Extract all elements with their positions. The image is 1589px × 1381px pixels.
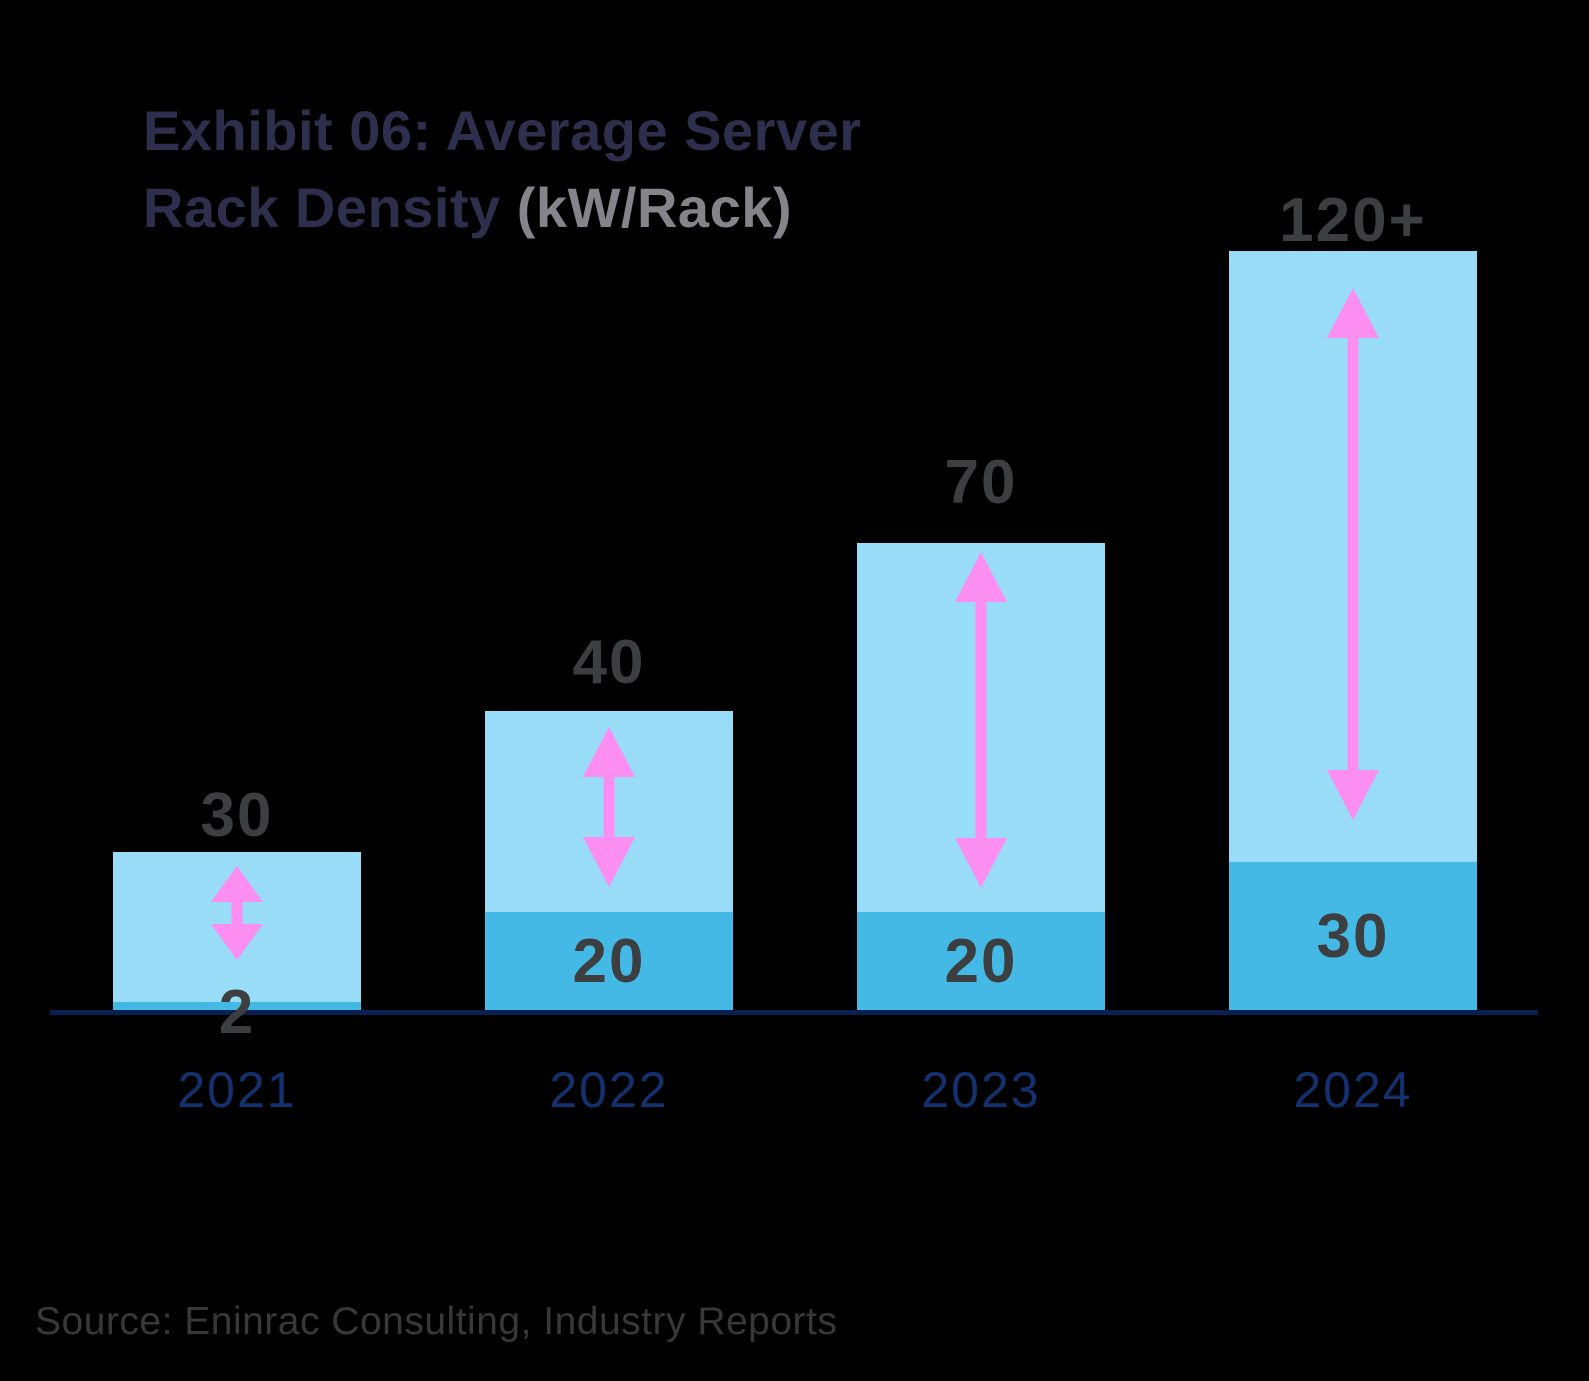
- chart-title-line1: Exhibit 06: Average Server: [143, 99, 862, 162]
- source-note: Source: Eninrac Consulting, Industry Rep…: [35, 1300, 838, 1343]
- bar-base-label-2024: 30: [1316, 901, 1390, 971]
- bar-segment-growth-2021: [113, 852, 361, 1002]
- x-axis-label-2023: 2023: [921, 1062, 1041, 1118]
- bar-base-label-2021: 2: [218, 978, 256, 1047]
- chart-title-line2: Rack Density: [143, 176, 517, 239]
- bar-segment-base-2023: 20: [857, 912, 1105, 1010]
- chart-title: Exhibit 06: Average Server Rack Density …: [143, 92, 862, 246]
- bar-segment-base-2022: 20: [485, 912, 733, 1010]
- bar-total-label-2023: 70: [944, 448, 1018, 517]
- bar-total-label-2022: 40: [572, 628, 646, 697]
- double-arrow-icon: [211, 866, 263, 960]
- bar-segment-growth-2023: [857, 543, 1105, 912]
- double-arrow-icon: [1327, 288, 1379, 820]
- chart-title-unit: (kW/Rack): [516, 176, 793, 239]
- x-axis-label-2024: 2024: [1293, 1062, 1413, 1118]
- bar-total-label-2024: 120+: [1279, 186, 1427, 255]
- x-axis-label-2022: 2022: [549, 1062, 669, 1118]
- double-arrow-icon: [955, 552, 1007, 888]
- bar-base-label-2023: 20: [944, 926, 1018, 996]
- x-axis-label-2021: 2021: [177, 1062, 297, 1118]
- bar-segment-base-2024: 30: [1229, 862, 1477, 1010]
- bar-total-label-2021: 30: [200, 781, 274, 850]
- bar-base-label-2022: 20: [572, 926, 646, 996]
- x-axis-line: [50, 1010, 1538, 1015]
- bar-segment-growth-2024: [1229, 251, 1477, 862]
- double-arrow-icon: [583, 727, 635, 887]
- bar-segment-base-2021: [113, 1002, 361, 1010]
- bar-segment-growth-2022: [485, 711, 733, 912]
